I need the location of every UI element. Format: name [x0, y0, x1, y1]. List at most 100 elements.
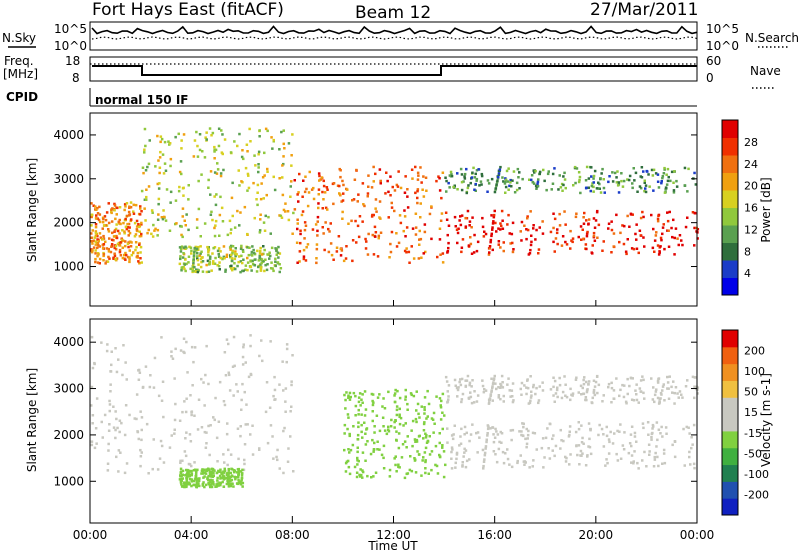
data-cell	[112, 405, 115, 408]
data-cell	[661, 435, 664, 438]
data-cell	[240, 180, 243, 183]
data-cell	[356, 446, 359, 449]
data-cell	[182, 246, 186, 249]
data-cell	[214, 219, 218, 223]
data-cell	[266, 441, 270, 445]
data-cell	[379, 179, 382, 183]
data-cell	[593, 226, 597, 229]
data-cell	[135, 245, 138, 249]
data-cell	[631, 377, 634, 380]
data-cell	[450, 434, 454, 437]
data-cell	[259, 263, 262, 266]
data-cell	[258, 251, 262, 255]
data-cell	[654, 451, 657, 455]
data-cell	[110, 243, 114, 246]
data-cell	[648, 450, 651, 453]
data-cell	[286, 460, 290, 463]
data-cell	[143, 207, 146, 210]
date-title: 27/Mar/2011	[590, 0, 698, 20]
data-cell	[272, 457, 275, 460]
data-cell	[459, 167, 463, 171]
data-cell	[585, 380, 588, 384]
time-axis: 00:00 04:00 08:00 12:00 16:00 20:00 00:00	[73, 300, 714, 542]
n-sky-label: N.Sky	[2, 31, 36, 45]
data-cell	[397, 432, 401, 435]
data-cell	[509, 181, 512, 184]
data-cell	[553, 217, 557, 221]
data-cell	[423, 223, 427, 226]
data-cell	[137, 260, 140, 263]
data-cell	[404, 175, 407, 178]
data-cell	[350, 219, 353, 223]
data-cell	[181, 469, 185, 473]
data-cell	[415, 440, 419, 443]
data-cell	[181, 484, 184, 488]
data-cell	[295, 241, 299, 244]
data-cell	[655, 231, 658, 234]
data-cell	[435, 464, 439, 468]
data-cell	[588, 445, 592, 449]
data-cell	[520, 393, 523, 396]
data-cell	[446, 390, 449, 393]
data-cell	[391, 185, 394, 189]
data-cell	[394, 419, 397, 422]
data-cell	[381, 416, 385, 419]
data-cell	[185, 476, 189, 480]
data-cell	[196, 468, 199, 472]
data-cell	[218, 213, 222, 217]
data-cell	[123, 230, 126, 233]
data-cell	[630, 247, 634, 250]
data-cell	[361, 393, 364, 396]
data-cell	[542, 466, 545, 469]
data-cell	[271, 147, 274, 150]
data-cell	[104, 224, 108, 227]
data-cell	[610, 386, 614, 390]
data-cell	[191, 384, 194, 387]
data-cell	[315, 261, 318, 265]
data-cell	[461, 461, 464, 464]
data-cell	[638, 387, 642, 390]
data-cell	[218, 474, 222, 478]
data-cell	[223, 138, 227, 141]
data-cell	[527, 402, 531, 405]
data-cell	[673, 455, 677, 459]
data-cell	[589, 452, 593, 456]
colorbar-swatch	[722, 242, 738, 261]
data-cell	[363, 414, 367, 417]
data-cell	[207, 186, 210, 189]
data-cell	[575, 212, 578, 215]
data-cell	[291, 354, 294, 357]
data-cell	[249, 140, 252, 143]
data-cell	[160, 399, 164, 402]
data-cell	[517, 176, 520, 179]
data-cell	[114, 217, 117, 221]
data-cell	[125, 202, 129, 205]
data-cell	[395, 439, 398, 442]
data-cell	[631, 213, 634, 216]
data-cell	[501, 386, 505, 389]
data-cell	[181, 477, 184, 480]
data-cell	[252, 181, 255, 185]
data-cell	[118, 244, 122, 247]
data-cell	[152, 223, 155, 227]
data-cell	[632, 462, 635, 465]
data-cell	[523, 463, 526, 466]
noise-right-tick-high: 10^5	[706, 22, 739, 36]
data-cell	[296, 261, 299, 264]
data-cell	[246, 261, 250, 264]
data-cell	[370, 476, 373, 479]
data-cell	[222, 400, 226, 403]
data-cell	[483, 458, 486, 461]
range-tick-label: 1000	[53, 474, 84, 488]
data-cell	[387, 430, 391, 433]
data-cell	[197, 179, 200, 183]
data-cell	[475, 431, 478, 435]
data-cell	[515, 188, 519, 192]
data-cell	[198, 148, 202, 152]
data-cell	[347, 465, 351, 469]
data-cell	[231, 181, 234, 185]
data-cell	[454, 466, 457, 469]
data-cell	[481, 379, 484, 382]
data-cell	[273, 375, 276, 379]
data-cell	[632, 460, 635, 463]
